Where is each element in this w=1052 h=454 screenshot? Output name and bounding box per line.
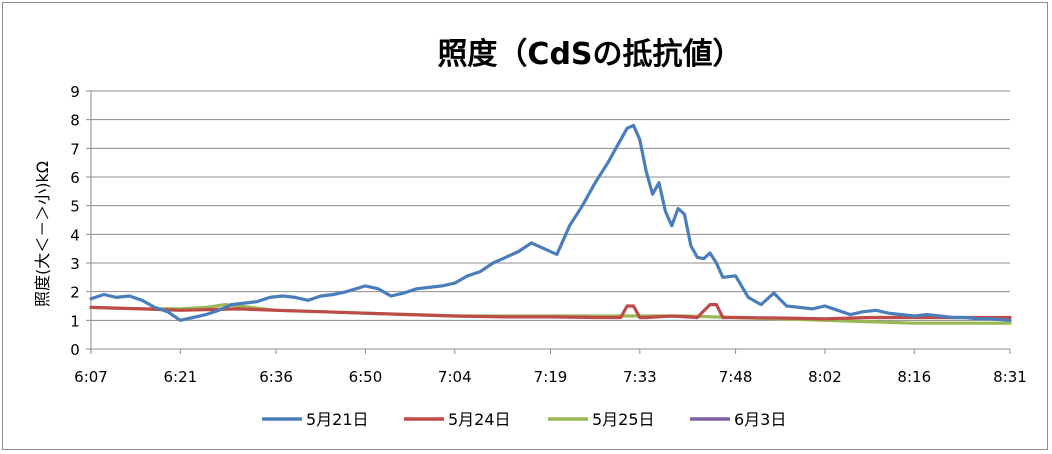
series-lines <box>89 123 1012 325</box>
y-tick-label: 4 <box>70 226 80 244</box>
x-tick-label: 8:31 <box>993 368 1027 386</box>
legend-label-4: 6月3日 <box>734 410 786 429</box>
x-tick-label: 6:50 <box>349 368 383 386</box>
legend[interactable]: 5月21日 5月24日 5月25日 6月3日 <box>262 410 786 429</box>
x-tick-label: 6:21 <box>164 368 198 386</box>
y-tick-label: 9 <box>70 83 80 101</box>
y-tick-label: 5 <box>70 198 80 216</box>
x-tick-label: 7:48 <box>719 368 753 386</box>
y-tick-label: 2 <box>70 284 80 302</box>
legend-label-1: 5月21日 <box>306 410 369 429</box>
y-axis-label: 照度(大＜－＞小)kΩ <box>33 161 52 307</box>
x-tick-label: 8:02 <box>808 368 842 386</box>
series-line-2 <box>89 303 1012 321</box>
legend-label-2: 5月24日 <box>448 410 511 429</box>
y-tick-label: 1 <box>70 312 80 330</box>
x-tick-labels: 6:07 6:21 6:36 6:50 7:04 7:19 7:33 7:48 8:02 8:16… <box>74 368 1027 386</box>
y-tick-label: 3 <box>70 255 80 273</box>
x-tick-label: 7:04 <box>438 368 472 386</box>
x-tick-label: 8:16 <box>897 368 931 386</box>
chart-title: 照度（CdSの抵抗値） <box>437 37 742 72</box>
y-tick-label: 7 <box>70 140 80 158</box>
x-tick-label: 6:07 <box>74 368 108 386</box>
y-tick-label: 6 <box>70 169 80 187</box>
y-tick-label: 0 <box>70 341 80 359</box>
y-tick-labels: 0 1 2 3 4 5 6 7 8 9 <box>70 83 80 359</box>
legend-label-3: 5月25日 <box>592 410 655 429</box>
y-tick-label: 8 <box>70 112 80 130</box>
x-tick-label: 7:33 <box>623 368 657 386</box>
x-tick-label: 6:36 <box>259 368 293 386</box>
series-line-1 <box>89 123 1012 322</box>
gridlines <box>91 90 1010 321</box>
x-tick-label: 7:19 <box>534 368 568 386</box>
